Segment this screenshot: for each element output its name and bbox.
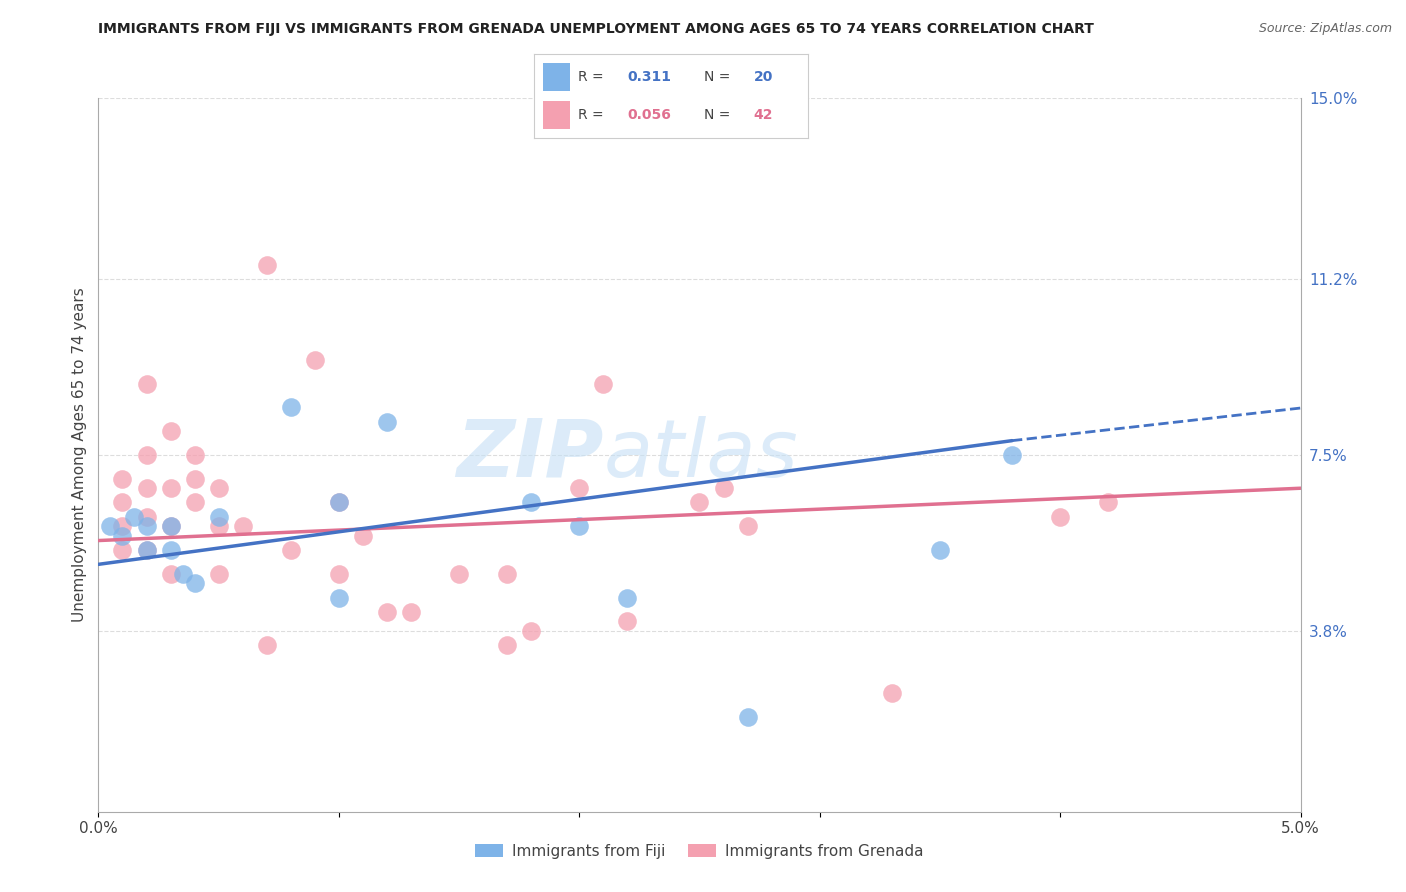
Point — [135, 481, 157, 495]
Point — [737, 519, 759, 533]
Point — [880, 686, 903, 700]
Point — [159, 481, 181, 495]
Point — [208, 519, 231, 533]
Point — [689, 495, 711, 509]
Point — [568, 481, 591, 495]
Point — [183, 472, 205, 486]
FancyBboxPatch shape — [543, 101, 569, 129]
Point — [328, 495, 350, 509]
Point — [1049, 509, 1071, 524]
Point — [111, 529, 134, 543]
Point — [183, 495, 205, 509]
Y-axis label: Unemployment Among Ages 65 to 74 years: Unemployment Among Ages 65 to 74 years — [72, 287, 87, 623]
Point — [135, 509, 157, 524]
Point — [375, 415, 398, 429]
Point — [1097, 495, 1119, 509]
Text: ZIP: ZIP — [456, 416, 603, 494]
FancyBboxPatch shape — [543, 62, 569, 91]
Point — [135, 543, 157, 558]
Point — [111, 519, 134, 533]
Point — [111, 543, 134, 558]
Point — [520, 624, 543, 638]
Point — [159, 519, 181, 533]
Point — [616, 615, 638, 629]
Point — [713, 481, 735, 495]
Text: 42: 42 — [754, 108, 773, 122]
Text: atlas: atlas — [603, 416, 799, 494]
Point — [100, 519, 122, 533]
Point — [399, 605, 422, 619]
Point — [183, 576, 205, 591]
Point — [135, 519, 157, 533]
Point — [496, 638, 519, 652]
Point — [159, 519, 181, 533]
Text: 0.056: 0.056 — [627, 108, 672, 122]
Point — [159, 424, 181, 438]
Point — [111, 472, 134, 486]
Point — [135, 448, 157, 462]
Point — [208, 481, 231, 495]
Text: 20: 20 — [754, 70, 773, 84]
Point — [304, 352, 326, 367]
Point — [135, 376, 157, 391]
Point — [208, 509, 231, 524]
Point — [616, 591, 638, 605]
Point — [352, 529, 374, 543]
Point — [328, 591, 350, 605]
Text: N =: N = — [704, 70, 731, 84]
Point — [111, 495, 134, 509]
Text: R =: R = — [578, 70, 603, 84]
Point — [280, 401, 302, 415]
Point — [159, 566, 181, 581]
Point — [256, 258, 278, 272]
Text: IMMIGRANTS FROM FIJI VS IMMIGRANTS FROM GRENADA UNEMPLOYMENT AMONG AGES 65 TO 74: IMMIGRANTS FROM FIJI VS IMMIGRANTS FROM … — [98, 22, 1094, 37]
Point — [159, 543, 181, 558]
Point — [124, 509, 146, 524]
Point — [929, 543, 952, 558]
Point — [1001, 448, 1024, 462]
Point — [375, 605, 398, 619]
Text: R =: R = — [578, 108, 603, 122]
Point — [496, 566, 519, 581]
Point — [208, 566, 231, 581]
Point — [280, 543, 302, 558]
Text: 0.311: 0.311 — [627, 70, 672, 84]
Point — [592, 376, 614, 391]
Text: Source: ZipAtlas.com: Source: ZipAtlas.com — [1258, 22, 1392, 36]
Point — [135, 543, 157, 558]
Point — [256, 638, 278, 652]
Point — [328, 566, 350, 581]
Point — [183, 448, 205, 462]
Point — [232, 519, 254, 533]
Point — [520, 495, 543, 509]
Point — [737, 709, 759, 723]
Legend: Immigrants from Fiji, Immigrants from Grenada: Immigrants from Fiji, Immigrants from Gr… — [470, 838, 929, 864]
Point — [172, 566, 194, 581]
Point — [328, 495, 350, 509]
Text: N =: N = — [704, 108, 731, 122]
Point — [568, 519, 591, 533]
Point — [447, 566, 470, 581]
